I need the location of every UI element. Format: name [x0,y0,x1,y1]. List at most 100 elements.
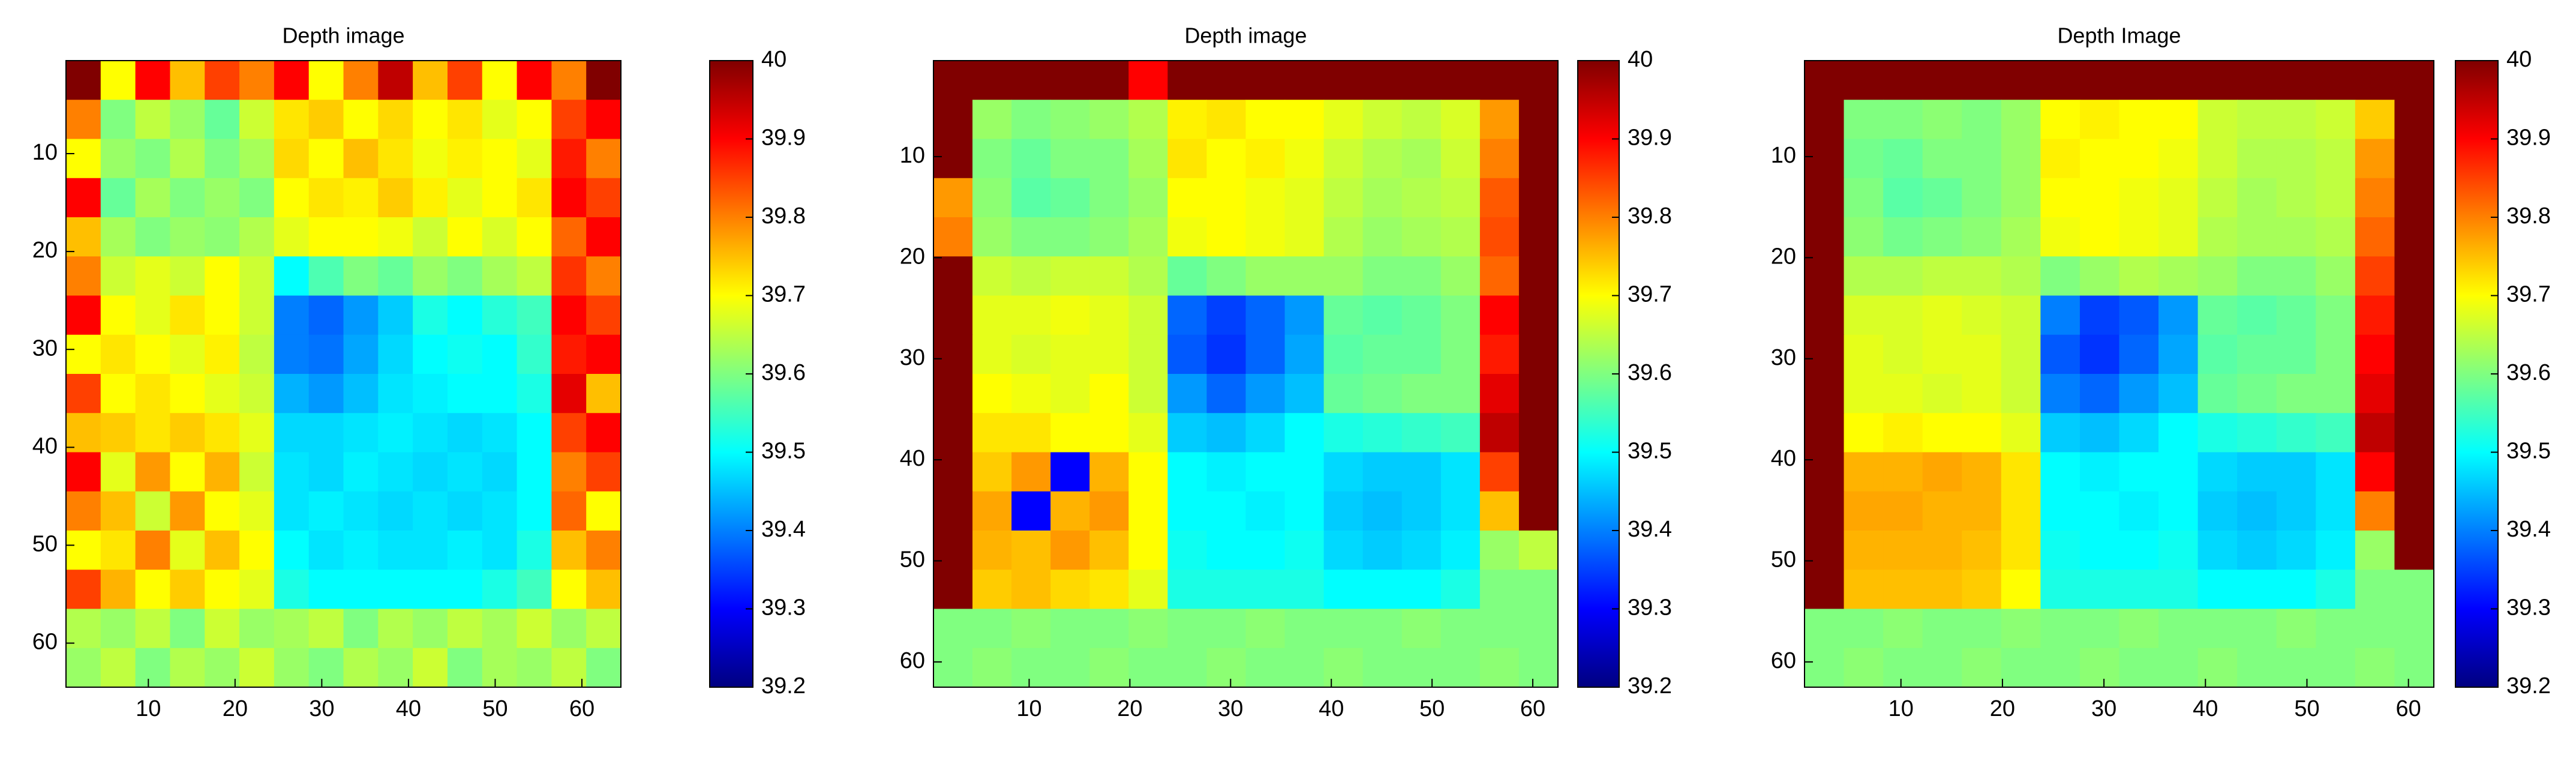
heat-cell [413,609,448,649]
heat-cell [274,217,310,257]
heat-cell [1206,452,1247,492]
heat-cell [2316,648,2356,688]
heat-cell [308,217,344,257]
heat-cell [972,61,1012,100]
heat-cell [972,139,1012,179]
heat-cell [2394,61,2434,100]
heat-cell [343,531,379,570]
colorbar-tick-label: 39.3 [2506,595,2551,621]
heat-cell [1962,334,2002,374]
heat-cell [1245,452,1286,492]
heat-cell [447,374,483,414]
heat-cell [2355,334,2395,374]
heat-cell [1245,217,1286,257]
heat-cell [1518,648,1559,688]
colorbar-tick-label: 39.4 [2506,517,2551,542]
x-tick-label: 30 [309,696,334,721]
heat-cell [2040,452,2080,492]
heat-cell [1401,61,1442,100]
heat-cell [2394,217,2434,257]
heat-cell [447,531,483,570]
colorbar-tick-label: 39.2 [1628,673,1672,699]
heat-cell [2394,648,2434,688]
heat-cell [100,61,136,100]
heat-cell [1011,295,1051,335]
heat-cell [1050,570,1090,610]
heat-cell [933,217,973,257]
heat-cell [586,334,622,374]
heat-cell [1518,609,1559,649]
heat-cell [2276,413,2316,453]
heat-cell [239,217,275,257]
heat-cell [1011,139,1051,179]
heat-cell [2237,413,2277,453]
heat-cell [135,178,171,218]
x-tick-label: 50 [482,696,508,721]
heat-cell [2040,374,2080,414]
heat-cell [1401,295,1442,335]
heat-cell [1440,256,1481,296]
heat-cell [1128,178,1168,218]
heat-cell [1962,491,2002,531]
heat-cell [1284,100,1325,140]
heat-cell [1518,217,1559,257]
heat-cell [1922,609,1962,649]
heat-cell [1805,139,1845,179]
heat-cell [2158,374,2199,414]
heat-cell [1518,413,1559,453]
heat-cell [378,295,413,335]
heat-cell [170,413,205,453]
heat-cell [1440,491,1481,531]
heat-cell [1922,374,1962,414]
heat-cell [170,256,205,296]
heat-cell [1206,609,1247,649]
y-tick-label: 30 [32,335,58,361]
heat-cell [1883,570,1923,610]
heat-cell [1323,374,1364,414]
heat-cell [1050,491,1090,531]
heat-cell [517,413,552,453]
heat-cell [933,609,973,649]
chart-title: Depth Image [2057,23,2181,48]
heat-cell [1323,570,1364,610]
heat-cell [1245,609,1286,649]
heat-cell [972,452,1012,492]
heat-cell [2119,648,2159,688]
heat-cell [2197,452,2238,492]
heat-cell [2237,100,2277,140]
heat-cell [2158,217,2199,257]
heat-cell [1805,413,1845,453]
heat-cell [1011,61,1051,100]
heat-cell [135,61,171,100]
colorbar-tick-label: 39.8 [761,203,806,229]
heat-cell [1167,570,1208,610]
heat-cell [517,100,552,140]
heat-cell [1440,217,1481,257]
heat-cell [1323,217,1364,257]
heat-cell [1089,178,1129,218]
heat-cell [2001,648,2041,688]
heat-cell [378,217,413,257]
heat-cell [2276,570,2316,610]
heat-cell [1128,139,1168,179]
heat-cell [2237,256,2277,296]
heat-cell [1089,295,1129,335]
heat-cell [1805,217,1845,257]
heat-cell [2119,413,2159,453]
y-tick-label: 40 [32,433,58,459]
heat-cell [274,452,310,492]
heat-cell [2276,334,2316,374]
heat-cell [1206,570,1247,610]
heat-cell [135,413,171,453]
heat-cell [1206,374,1247,414]
heat-cell [1479,61,1520,100]
x-tick-label: 10 [136,696,161,721]
heat-cell [1323,609,1364,649]
heat-cell [447,178,483,218]
heat-cell [1050,256,1090,296]
heat-cell [66,609,101,649]
heat-cell [1479,570,1520,610]
heat-cell [2079,61,2120,100]
heat-cell [239,648,275,688]
heat-cell [100,491,136,531]
